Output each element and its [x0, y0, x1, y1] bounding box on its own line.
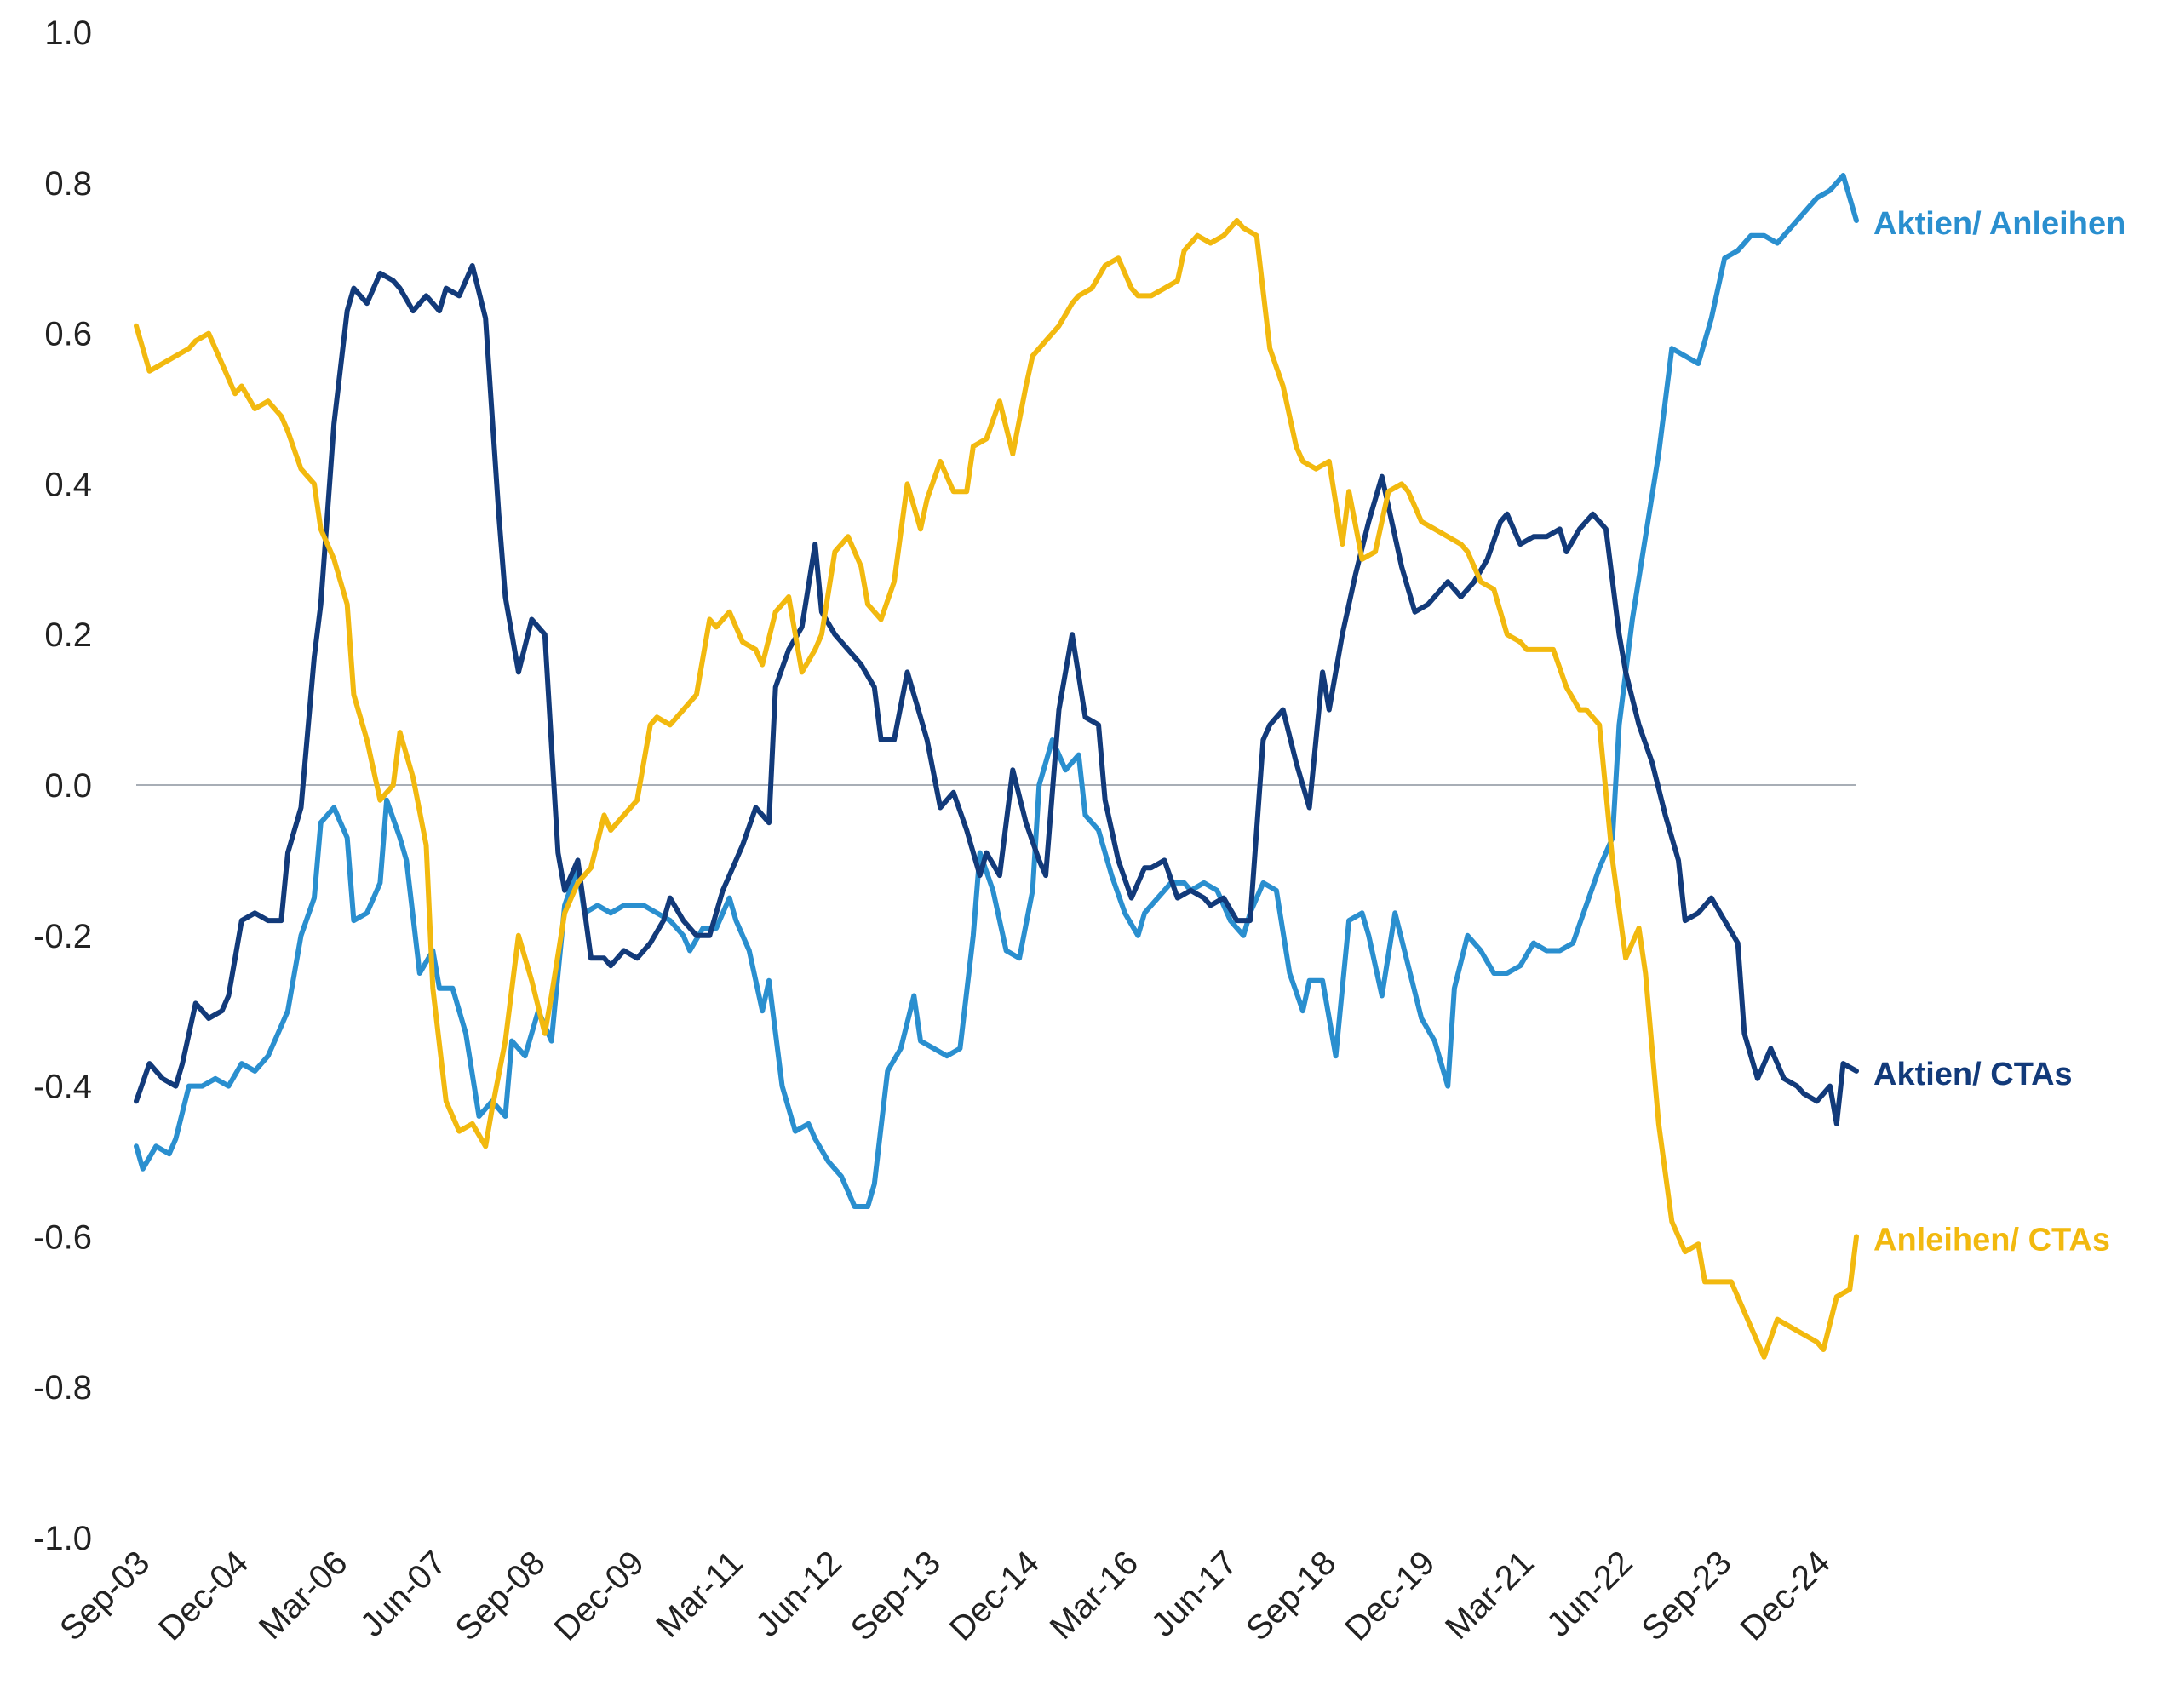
- x-tick-label: Sep-23: [1635, 1544, 1739, 1648]
- x-tick-label: Mar-06: [252, 1544, 355, 1647]
- x-tick-label: Dec-04: [152, 1544, 255, 1648]
- x-tick-label: Sep-03: [53, 1544, 157, 1648]
- x-tick-label: Jun-12: [749, 1544, 849, 1644]
- y-tick-label: 0.2: [44, 616, 92, 654]
- series-line-anleihen-ctas: [134, 218, 1859, 1360]
- x-tick-label: Sep-18: [1239, 1544, 1343, 1648]
- x-tick-label: Mar-21: [1438, 1544, 1541, 1647]
- y-axis: 1.0 0.8 0.6 0.4 0.2 0.0 -0.2 -0.4 -0.6 -0.8 -1.0: [33, 14, 92, 1557]
- x-tick-label: Dec-24: [1734, 1544, 1838, 1648]
- series-line-aktien-anleihen: [134, 173, 1859, 1209]
- x-tick-label: Dec-19: [1338, 1544, 1442, 1648]
- y-tick-label: -1.0: [33, 1520, 92, 1557]
- y-tick-label: -0.8: [33, 1369, 92, 1407]
- x-tick-label: Dec-09: [548, 1544, 651, 1648]
- series-label-aktien-anleihen: Aktien/ Anleihen: [1873, 206, 2126, 242]
- x-axis: Sep-03Dec-04Mar-06Jun-07Sep-08Dec-09Mar-…: [53, 1544, 1838, 1648]
- series-label-anleihen-ctas: Anleihen/ CTAs: [1873, 1222, 2110, 1258]
- x-tick-label: Jun-17: [1144, 1544, 1245, 1644]
- y-tick-label: 0.4: [44, 466, 92, 503]
- x-tick-label: Jun-07: [353, 1544, 454, 1644]
- y-tick-label: 1.0: [44, 14, 92, 52]
- x-tick-label: Sep-13: [844, 1544, 948, 1648]
- y-tick-label: -0.2: [33, 918, 92, 955]
- x-tick-label: Mar-16: [1043, 1544, 1146, 1647]
- y-tick-label: 0.6: [44, 316, 92, 353]
- series-layer: Aktien/ Anleihen Aktien/ CTAs Anleihen/ CT…: [134, 173, 2126, 1360]
- x-tick-label: Dec-14: [943, 1544, 1047, 1648]
- series-label-aktien-ctas: Aktien/ CTAs: [1873, 1057, 2073, 1092]
- series-line-aktien-ctas: [134, 263, 1859, 1126]
- y-tick-label: -0.4: [33, 1069, 92, 1106]
- y-tick-label: 0.0: [44, 767, 92, 805]
- y-tick-label: -0.6: [33, 1218, 92, 1256]
- y-tick-label: 0.8: [44, 165, 92, 203]
- x-tick-label: Jun-22: [1540, 1544, 1640, 1644]
- x-tick-label: Sep-08: [448, 1544, 552, 1648]
- x-tick-label: Mar-11: [649, 1544, 750, 1645]
